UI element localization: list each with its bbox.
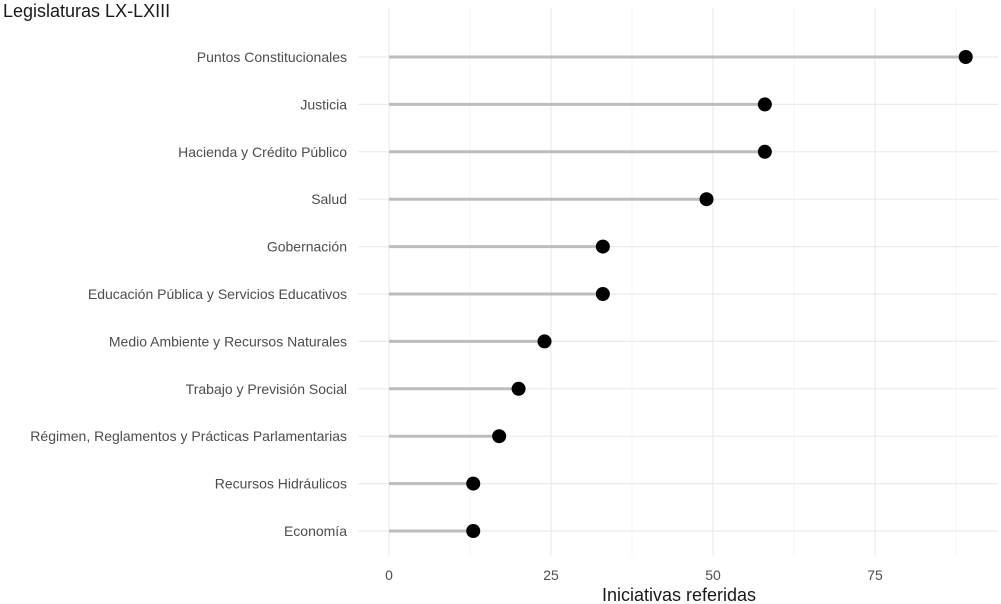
category-label: Justicia [300, 96, 347, 112]
lollipop-point [466, 476, 481, 491]
x-tick-label: 25 [543, 567, 559, 583]
lollipop-point [958, 50, 973, 64]
category-label: Régimen, Reglamentos y Prácticas Parlame… [30, 428, 347, 444]
chart-marks [389, 50, 973, 538]
category-labels: Puntos Constitucionales Justicia Hacienda … [30, 49, 347, 539]
lollipop-point [492, 429, 507, 444]
x-tick-label: 50 [705, 567, 721, 583]
x-tick-label: 0 [385, 567, 393, 583]
lollipop-point [699, 192, 714, 207]
category-label: Medio Ambiente y Recursos Naturales [109, 333, 347, 349]
category-label: Recursos Hidráulicos [215, 476, 347, 492]
x-tick-label: 75 [867, 567, 883, 583]
lollipop-point [757, 97, 772, 112]
lollipop-point [511, 381, 526, 396]
lollipop-point [757, 144, 772, 159]
lollipop-point [595, 239, 610, 254]
category-label: Gobernación [267, 239, 347, 255]
grid-lines [358, 8, 998, 556]
chart-title: Legislaturas LX-LXIII [3, 1, 170, 21]
category-label: Salud [311, 191, 347, 207]
lollipop-point [466, 524, 481, 538]
category-label: Hacienda y Crédito Público [178, 144, 347, 160]
lollipop-point [595, 287, 610, 301]
x-axis-title: Iniciativas referidas [602, 585, 756, 604]
category-label: Educación Pública y Servicios Educativos [88, 286, 347, 302]
x-tick-labels: 0 25 50 75 [385, 567, 883, 583]
category-label: Economía [284, 523, 347, 539]
category-label: Trabajo y Previsión Social [186, 381, 347, 397]
lollipop-point [537, 334, 552, 349]
category-label: Puntos Constitucionales [197, 49, 347, 65]
